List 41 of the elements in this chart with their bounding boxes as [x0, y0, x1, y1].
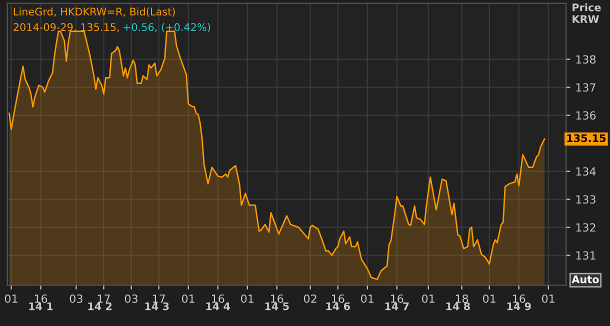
text: 2014-09-29, 135.15, — [14, 23, 119, 32]
y-tick-label: 134 — [576, 167, 596, 176]
x-tick-label: 16 — [271, 294, 284, 303]
x2-tick-label: 14 7 — [385, 302, 409, 310]
x2-tick-label: 14 8 — [446, 302, 470, 310]
chart-title: LineGrd, HKDKRW=R, Bid(Last) — [14, 7, 175, 17]
x-tick-label: 01 — [4, 294, 18, 303]
x-tick-label: 01 — [422, 294, 434, 303]
y-tick-label: 138 — [576, 55, 596, 64]
y-tick-label: 136 — [576, 111, 596, 120]
x2-tick-label: 14 3 — [145, 302, 169, 310]
x2-tick-label: 14 1 — [29, 302, 53, 310]
x2-tick-label: 14 5 — [265, 302, 289, 310]
x-tick-label: 16 — [332, 294, 344, 303]
y-axis-title: Price KRW — [572, 3, 601, 23]
x-tick-label: 17 — [152, 294, 165, 303]
x-tick-label: 03 — [124, 294, 138, 303]
annotation: 135.15 — [567, 134, 606, 142]
y-tick-label: 137 — [576, 83, 596, 92]
x-tick-label: 01 — [542, 294, 554, 303]
y-tick-label: 131 — [576, 251, 596, 260]
x2-tick-label: 14 2 — [88, 302, 112, 310]
x-tick-label: 01 — [182, 294, 194, 303]
y-tick-label: 132 — [576, 223, 596, 232]
x-tick-label: 02 — [304, 294, 316, 303]
x-tick-label: 18 — [456, 294, 468, 303]
text: Auto — [572, 275, 599, 284]
x-tick-label: 16 — [212, 294, 224, 303]
y-tick-label: 133 — [576, 195, 596, 204]
x-tick-label: 03 — [70, 294, 82, 303]
x2-tick-label: 14 9 — [507, 302, 531, 310]
annotation: +0.56, (+0.42%) — [124, 23, 210, 32]
x-tick-label: 17 — [98, 294, 110, 303]
x-tick-label: 16 — [391, 294, 404, 303]
x-tick-label: 01 — [361, 294, 374, 303]
x2-tick-label: 14 4 — [206, 302, 230, 310]
x-tick-label: 01 — [241, 294, 254, 303]
x2-tick-label: 14 6 — [326, 302, 350, 310]
x-tick-label: 01 — [483, 294, 496, 303]
x-tick-label: 16 — [513, 294, 526, 303]
x-tick-label: 16 — [34, 294, 48, 303]
